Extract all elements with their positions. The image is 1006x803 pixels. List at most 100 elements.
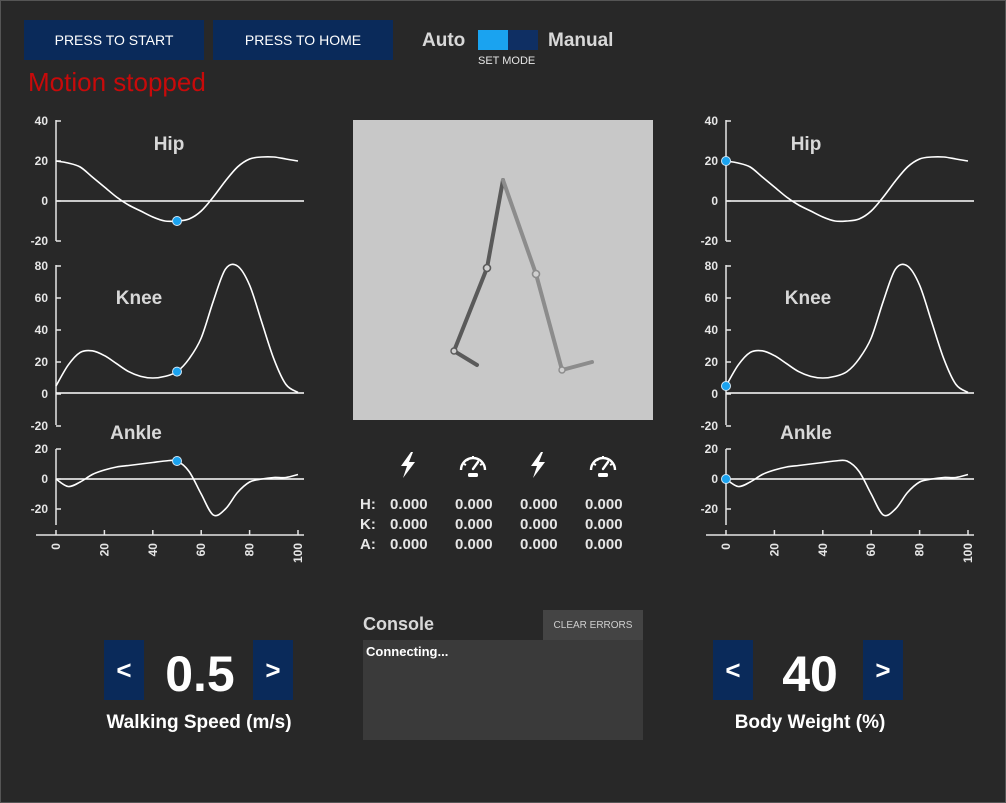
ankle-curve xyxy=(725,459,969,517)
y-tick-label: 0 xyxy=(711,472,718,486)
hip-y-ticks: 40 20 0 -20 xyxy=(31,114,61,248)
front-knee-joint xyxy=(531,269,541,279)
y-tick-label: 20 xyxy=(35,154,49,168)
knee-cursor xyxy=(721,381,731,391)
y-tick-label: 20 xyxy=(35,442,49,456)
set-mode-label: SET MODE xyxy=(478,55,536,67)
x-tick-label: 20 xyxy=(97,543,111,557)
walking-speed-value: 0.5 xyxy=(165,646,235,702)
readout-value: 0.000 xyxy=(455,516,493,533)
rear-knee-joint xyxy=(482,263,492,273)
body-weight-label: Body Weight (%) xyxy=(734,712,886,733)
mode-auto-label: Auto xyxy=(422,30,466,51)
y-tick-label: 20 xyxy=(35,355,49,369)
console-title: Console xyxy=(363,614,435,634)
knee-curve xyxy=(725,263,969,394)
y-tick-label: 20 xyxy=(705,154,719,168)
ankle-curve xyxy=(55,459,299,517)
readout-value: 0.000 xyxy=(585,536,623,553)
y-tick-label: 0 xyxy=(711,194,718,208)
left-gait-plots: 40 20 0 -20 Hip 80 60 40 20 0 -20 Knee 20 0 -20 An… xyxy=(31,114,305,563)
hip-title: Hip xyxy=(791,134,822,155)
ankle-title: Ankle xyxy=(780,423,832,444)
x-tick-label: 100 xyxy=(961,543,975,563)
knee-plot-left: 80 60 40 20 0 -20 Knee xyxy=(31,259,304,433)
x-tick-label: 40 xyxy=(816,543,830,557)
hip-cursor xyxy=(172,216,182,226)
console-output[interactable]: Connecting... xyxy=(363,640,643,740)
mode-toggle-knob[interactable] xyxy=(478,30,508,50)
y-tick-label: 80 xyxy=(35,259,49,273)
hip-plot-left: 40 20 0 -20 Hip xyxy=(31,114,304,248)
y-tick-label: -20 xyxy=(31,502,49,516)
speedometer-icon xyxy=(459,456,487,477)
ankle-cursor xyxy=(172,456,182,466)
hip-curve xyxy=(725,155,969,223)
hip-cursor xyxy=(721,156,731,166)
knee-plot-right: 80 60 40 20 0 -20 Knee xyxy=(701,259,974,433)
readout-value: 0.000 xyxy=(390,516,428,533)
y-tick-label: 80 xyxy=(705,259,719,273)
ankle-title: Ankle xyxy=(110,423,162,444)
leg-animation-panel xyxy=(353,120,653,420)
knee-y-ticks: 80 60 40 20 0 -20 xyxy=(701,259,731,433)
knee-cursor xyxy=(172,366,182,377)
y-tick-label: -20 xyxy=(31,234,49,248)
right-gait-plots: 40 20 0 -20 Hip 80 60 40 20 0 -20 Knee 20 0 -20 An… xyxy=(701,114,975,563)
leg-stick-figure xyxy=(450,178,594,374)
x-axis-right: 0 20 40 60 80 100 xyxy=(706,530,975,563)
y-tick-label: 40 xyxy=(705,114,719,128)
weight-increase-button[interactable]: > xyxy=(863,640,903,700)
clear-errors-button[interactable]: CLEAR ERRORS xyxy=(543,610,643,640)
y-tick-label: 0 xyxy=(41,194,48,208)
knee-title: Knee xyxy=(116,288,162,309)
y-tick-label: -20 xyxy=(701,234,719,248)
readout-value: 0.000 xyxy=(585,496,623,513)
readout-value: 0.000 xyxy=(455,536,493,553)
front-leg xyxy=(501,178,594,374)
y-tick-label: -20 xyxy=(701,419,719,433)
y-tick-label: -20 xyxy=(31,419,49,433)
ankle-y-ticks: 20 0 -20 xyxy=(701,442,731,516)
hip-curve xyxy=(55,155,299,223)
x-tick-label: 60 xyxy=(194,543,208,557)
x-tick-label: 0 xyxy=(719,543,733,550)
hip-plot-right: 40 20 0 -20 Hip xyxy=(701,114,974,248)
y-tick-label: 20 xyxy=(705,442,719,456)
readout-value: 0.000 xyxy=(520,516,558,533)
y-tick-label: 40 xyxy=(35,114,49,128)
rear-leg xyxy=(450,178,505,367)
x-tick-label: 0 xyxy=(49,543,63,550)
status-message: Motion stopped xyxy=(28,67,206,97)
hip-y-ticks: 40 20 0 -20 xyxy=(701,114,731,248)
readout-value: 0.000 xyxy=(390,536,428,553)
console-text: Connecting... xyxy=(366,644,449,659)
x-axis-left: 0 20 40 60 80 100 xyxy=(36,530,305,563)
lightning-icon xyxy=(401,452,415,478)
home-button[interactable]: PRESS TO HOME xyxy=(213,20,393,60)
y-tick-label: -20 xyxy=(701,502,719,516)
walking-speed-label: Walking Speed (m/s) xyxy=(106,712,292,733)
lightning-icon xyxy=(531,452,545,478)
readout-value: 0.000 xyxy=(520,496,558,513)
body-weight-value: 40 xyxy=(782,646,838,702)
x-tick-label: 40 xyxy=(146,543,160,557)
rear-ankle-joint xyxy=(450,347,458,355)
y-tick-label: 0 xyxy=(41,387,48,401)
start-button[interactable]: PRESS TO START xyxy=(24,20,204,60)
speed-increase-button[interactable]: > xyxy=(253,640,293,700)
ankle-cursor xyxy=(721,474,731,484)
readout-value: 0.000 xyxy=(455,496,493,513)
row-label-hip: H: xyxy=(360,496,376,513)
mode-manual-label: Manual xyxy=(548,30,614,51)
readout-value: 0.000 xyxy=(520,536,558,553)
readout-value: 0.000 xyxy=(390,496,428,513)
weight-decrease-button[interactable]: < xyxy=(713,640,753,700)
y-tick-label: 40 xyxy=(35,323,49,337)
x-tick-label: 100 xyxy=(291,543,305,563)
front-ankle-joint xyxy=(558,366,566,374)
speed-decrease-button[interactable]: < xyxy=(104,640,144,700)
x-tick-label: 80 xyxy=(913,543,927,557)
ankle-plot-right: 20 0 -20 Ankle xyxy=(701,423,974,525)
mode-toggle[interactable] xyxy=(478,30,538,50)
